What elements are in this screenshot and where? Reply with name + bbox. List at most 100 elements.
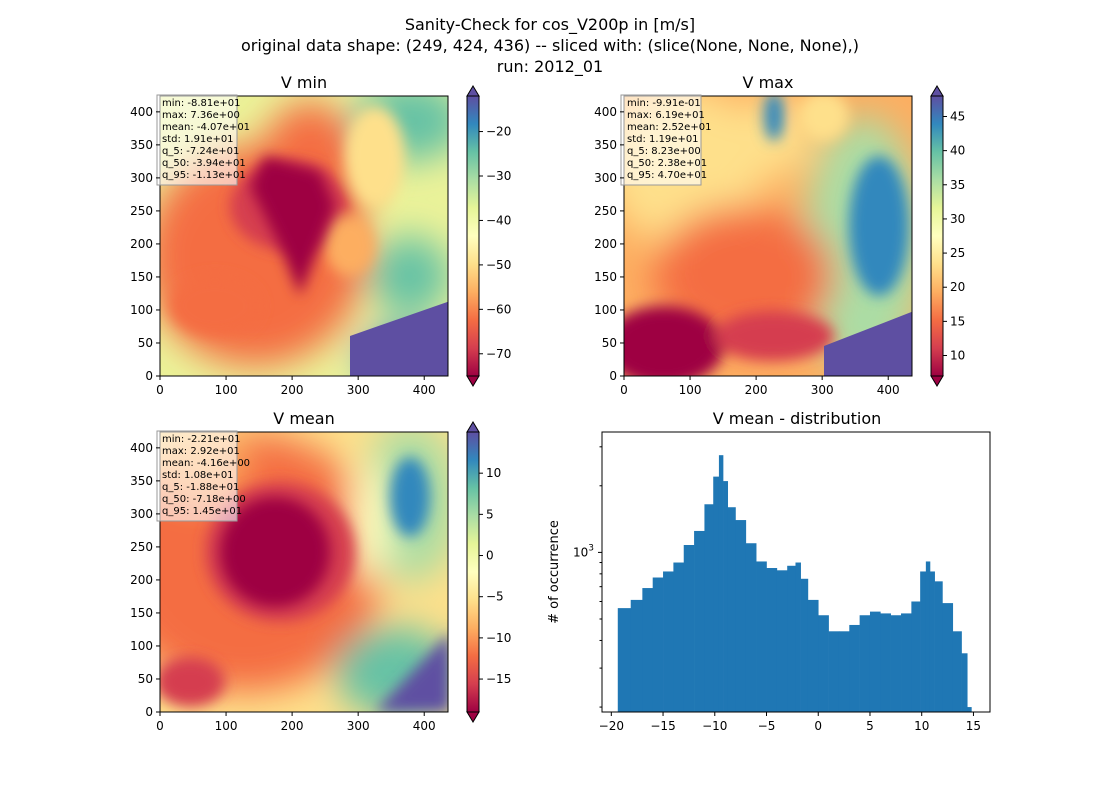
colorbar-tick-label: −30: [486, 169, 511, 183]
colorbar-tick-label: −70: [486, 347, 511, 361]
histogram-bar: [880, 613, 891, 712]
y-tick-label: 50: [138, 336, 153, 350]
stat-line: q_95: 1.45e+01: [162, 506, 242, 517]
histogram-bar: [727, 507, 736, 712]
x-tick-label: 100: [215, 719, 238, 733]
panel-v-min-axes: 0 100 200 300 400 0 50 100 150 200 250 300 350 400: [130, 105, 436, 397]
colorbar-tick-label: 45: [950, 109, 965, 123]
y-tick-label: 0: [145, 369, 153, 383]
y-tick-label: 0: [609, 369, 617, 383]
stat-line: max: 6.19e+01: [627, 110, 705, 121]
x-tick-label: 0: [814, 719, 822, 733]
histogram-bar: [694, 530, 705, 712]
histogram-bar: [673, 562, 685, 712]
histogram-bar: [800, 578, 809, 712]
histogram-bar: [795, 562, 801, 712]
y-tick-label: 250: [130, 540, 153, 554]
x-tick-label: −15: [650, 719, 675, 733]
y-tick-label: 150: [130, 606, 153, 620]
histogram-bar: [818, 615, 829, 712]
histogram-bar: [735, 520, 747, 712]
histogram-bar: [920, 571, 927, 712]
colorbar-gradient-bar: [930, 95, 944, 377]
histogram-bar: [929, 571, 935, 712]
colorbar-tick-label: 20: [950, 280, 965, 294]
panel-v-min: V min: [130, 73, 511, 397]
panel-v-max-axes: 0 100 200 300 400 0 50 100 150 200 250 300 350 400: [594, 105, 900, 397]
colorbar-tick-label: −10: [486, 631, 511, 645]
y-tick-label: 400: [130, 441, 153, 455]
colorbar-tick-label: 40: [950, 144, 965, 158]
stat-line: min: -2.21e+01: [162, 434, 241, 445]
y-tick-label: 300: [130, 171, 153, 185]
histogram-bar: [745, 543, 757, 712]
stat-line: mean: 2.52e+01: [627, 122, 711, 133]
x-tick-label: 5: [866, 719, 874, 733]
colorbar-tick-label: 10: [950, 349, 965, 363]
colorbar-gradient-bar: [466, 431, 480, 713]
panel-v-min-title: V min: [281, 73, 327, 92]
histogram-bar: [859, 615, 871, 712]
histogram-axes: −20 −15 −10 −5 0 5 10 15 103: [573, 446, 981, 733]
histogram-bar: [652, 577, 664, 712]
colorbar-tick-label: 25: [950, 246, 965, 260]
figure-title-line-1: Sanity-Check for cos_V200p in [m/s]: [405, 15, 695, 35]
y-tick-label: 0: [145, 705, 153, 719]
stat-line: q_50: -7.18e+00: [162, 494, 246, 505]
figure-title-line-2: original data shape: (249, 424, 436) -- …: [241, 36, 859, 55]
histogram-bar: [869, 611, 881, 712]
stat-line: mean: -4.16e+00: [162, 458, 250, 469]
histogram-bar: [961, 653, 968, 712]
colorbar-tick-label: −5: [486, 590, 504, 604]
stat-line: q_95: 4.70e+01: [627, 170, 707, 181]
histogram-bar: [663, 571, 674, 712]
panel-v-mean-axes: 0 100 200 300 400 0 50 100 150 200 250 300 350 400: [130, 441, 436, 733]
figure-title-line-3: run: 2012_01: [497, 57, 603, 77]
stat-line: q_5: -1.88e+01: [162, 482, 239, 493]
stat-line: q_5: 8.23e+00: [627, 146, 701, 157]
histogram-bar: [901, 613, 912, 712]
x-tick-label: 200: [745, 383, 768, 397]
colorbar-extend-min: [466, 711, 480, 723]
colorbar-tick-label: −40: [486, 213, 511, 227]
colorbar-tick-label: 10: [486, 466, 501, 480]
x-tick-label: 100: [679, 383, 702, 397]
panel-v-min-stats-box: min: -8.81e+01 max: 7.36e+00 mean: -4.07…: [156, 94, 250, 186]
panel-v-mean-stats-box: min: -2.21e+01 max: 2.92e+01 mean: -4.16…: [156, 430, 250, 522]
histogram-bar: [718, 455, 724, 712]
y-tick-label: 350: [594, 138, 617, 152]
histogram-bar: [967, 707, 972, 712]
x-tick-label: 0: [156, 383, 164, 397]
y-tick-label: 100: [130, 639, 153, 653]
histogram-bar: [630, 599, 643, 712]
histogram-bar: [617, 608, 632, 712]
colorbar-tick-label: 30: [950, 212, 965, 226]
histogram-bar: [766, 568, 778, 712]
x-tick-label: 200: [281, 383, 304, 397]
y-tick-label: 350: [130, 474, 153, 488]
histogram-bar: [683, 544, 695, 712]
histogram-bar: [787, 565, 796, 712]
colorbar-extend-max: [930, 85, 944, 97]
histogram-bar: [776, 570, 788, 712]
y-tick-label: 300: [594, 171, 617, 185]
panel-v-max-colorbar: 10 15 20 25 30 35 40 45: [930, 85, 965, 387]
x-tick-label: 300: [347, 719, 370, 733]
y-tick-label: 400: [130, 105, 153, 119]
stat-line: max: 7.36e+00: [162, 110, 240, 121]
histogram-bar: [934, 581, 943, 712]
histogram-bar: [849, 624, 860, 712]
colorbar-extend-max: [466, 421, 480, 433]
colorbar-tick-label: 35: [950, 178, 965, 192]
colorbar-tick-label: −15: [486, 672, 511, 686]
y-tick-label: 400: [594, 105, 617, 119]
colorbar-tick-label: −60: [486, 302, 511, 316]
x-tick-label: 10: [914, 719, 929, 733]
histogram-bar: [723, 481, 729, 712]
x-tick-label: −5: [758, 719, 776, 733]
colorbar-tick-label: 5: [486, 507, 494, 521]
colorbar-tick-label: 0: [486, 549, 494, 563]
histogram-bar: [828, 631, 840, 712]
x-tick-label: 200: [281, 719, 304, 733]
histogram-bars: [617, 455, 972, 712]
